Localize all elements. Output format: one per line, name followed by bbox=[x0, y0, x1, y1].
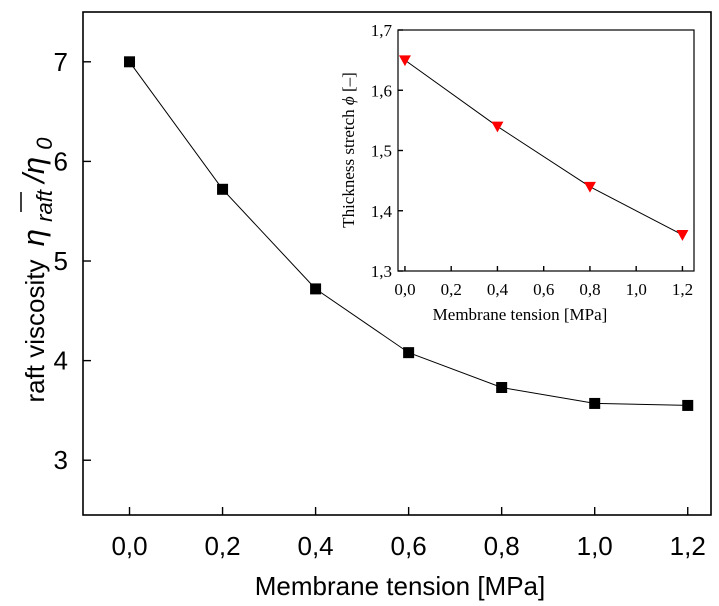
main-y-tick-label: 5 bbox=[54, 246, 68, 276]
inset-y-label-phi: ϕ bbox=[339, 96, 358, 105]
inset-y-tick-label: 1,4 bbox=[371, 202, 393, 221]
main-x-tick-label: 0,8 bbox=[484, 531, 520, 561]
main-y-label-tail: /η bbox=[16, 157, 51, 185]
inset-markers bbox=[398, 55, 689, 241]
main-data-point bbox=[682, 399, 694, 411]
main-y-tick-label: 4 bbox=[54, 346, 68, 376]
inset-data-point bbox=[491, 121, 504, 133]
main-x-tick-label: 1,0 bbox=[577, 531, 613, 561]
inset-y-tick-label: 1,3 bbox=[371, 262, 392, 281]
main-y-label-prefix: raft viscosity bbox=[20, 260, 50, 403]
main-data-point bbox=[496, 382, 508, 394]
main-y-tick-label: 7 bbox=[54, 47, 68, 77]
main-y-tick-label: 6 bbox=[54, 146, 68, 176]
main-x-axis-label: Membrane tension [MPa] bbox=[255, 571, 545, 601]
main-plot-frame bbox=[82, 11, 712, 516]
main-data-point bbox=[310, 283, 322, 295]
inset-x-tick-label: 0,2 bbox=[441, 280, 462, 299]
inset-data-point bbox=[676, 230, 689, 241]
main-x-tick-label: 0,2 bbox=[204, 531, 240, 561]
inset-x-tick-label: 0,8 bbox=[579, 280, 600, 299]
main-ticks: 0,0 0,2 0,4 0,6 0,8 1,0 1,2 3 4 5 6 7 bbox=[54, 47, 706, 561]
inset-y-tick-label: 1,5 bbox=[371, 142, 392, 161]
main-markers bbox=[124, 56, 694, 411]
main-x-tick-label: 0,0 bbox=[111, 531, 147, 561]
inset-y-tick-label: 1,6 bbox=[371, 81, 392, 100]
inset-plot: 0,0 0,2 0,4 0,6 0,8 1,0 1,2 1,3 1,4 1,5 1,6 1,7 Mem… bbox=[339, 21, 696, 324]
inset-ticks: 0,0 0,2 0,4 0,6 0,8 1,0 1,2 1,3 1,4 1,5 1,6 1,7 bbox=[371, 21, 693, 299]
inset-x-tick-label: 1,0 bbox=[626, 280, 647, 299]
inset-x-tick-label: 0,4 bbox=[487, 280, 509, 299]
inset-background bbox=[396, 28, 696, 271]
svg-text:raft viscosity η: raft viscosity η raft /η 0 bbox=[16, 137, 58, 403]
inset-series-line bbox=[404, 59, 683, 236]
main-y-tick-label: 3 bbox=[54, 445, 68, 475]
main-data-point bbox=[217, 183, 229, 195]
main-data-point bbox=[124, 56, 136, 68]
inset-x-tick-label: 0,0 bbox=[394, 280, 415, 299]
inset-x-tick-label: 0,6 bbox=[533, 280, 554, 299]
main-y-label-sub: raft bbox=[32, 189, 57, 222]
inset-data-point bbox=[583, 181, 596, 193]
main-data-point bbox=[589, 397, 601, 409]
inset-y-tick-label: 1,7 bbox=[371, 21, 393, 40]
inset-y-label-prefix: Thickness stretch bbox=[339, 105, 358, 228]
main-y-label-eta: η bbox=[16, 229, 51, 246]
inset-data-point bbox=[398, 55, 411, 67]
main-plot: 0,0 0,2 0,4 0,6 0,8 1,0 1,2 3 4 5 6 7 Membrane tens… bbox=[16, 11, 712, 601]
inset-x-axis-label: Membrane tension [MPa] bbox=[433, 305, 608, 324]
main-x-tick-label: 0,6 bbox=[391, 531, 427, 561]
inset-y-axis-label: Thickness stretch ϕ [–] bbox=[339, 72, 358, 228]
main-y-axis-label: raft viscosity η raft /η 0 bbox=[16, 137, 58, 403]
main-y-label-sub0: 0 bbox=[32, 137, 57, 150]
main-x-tick-label: 0,4 bbox=[298, 531, 334, 561]
inset-y-label-unit: [–] bbox=[339, 72, 358, 92]
main-data-point bbox=[403, 347, 415, 359]
main-x-tick-label: 1,2 bbox=[670, 531, 706, 561]
inset-x-tick-label: 1,2 bbox=[672, 280, 693, 299]
